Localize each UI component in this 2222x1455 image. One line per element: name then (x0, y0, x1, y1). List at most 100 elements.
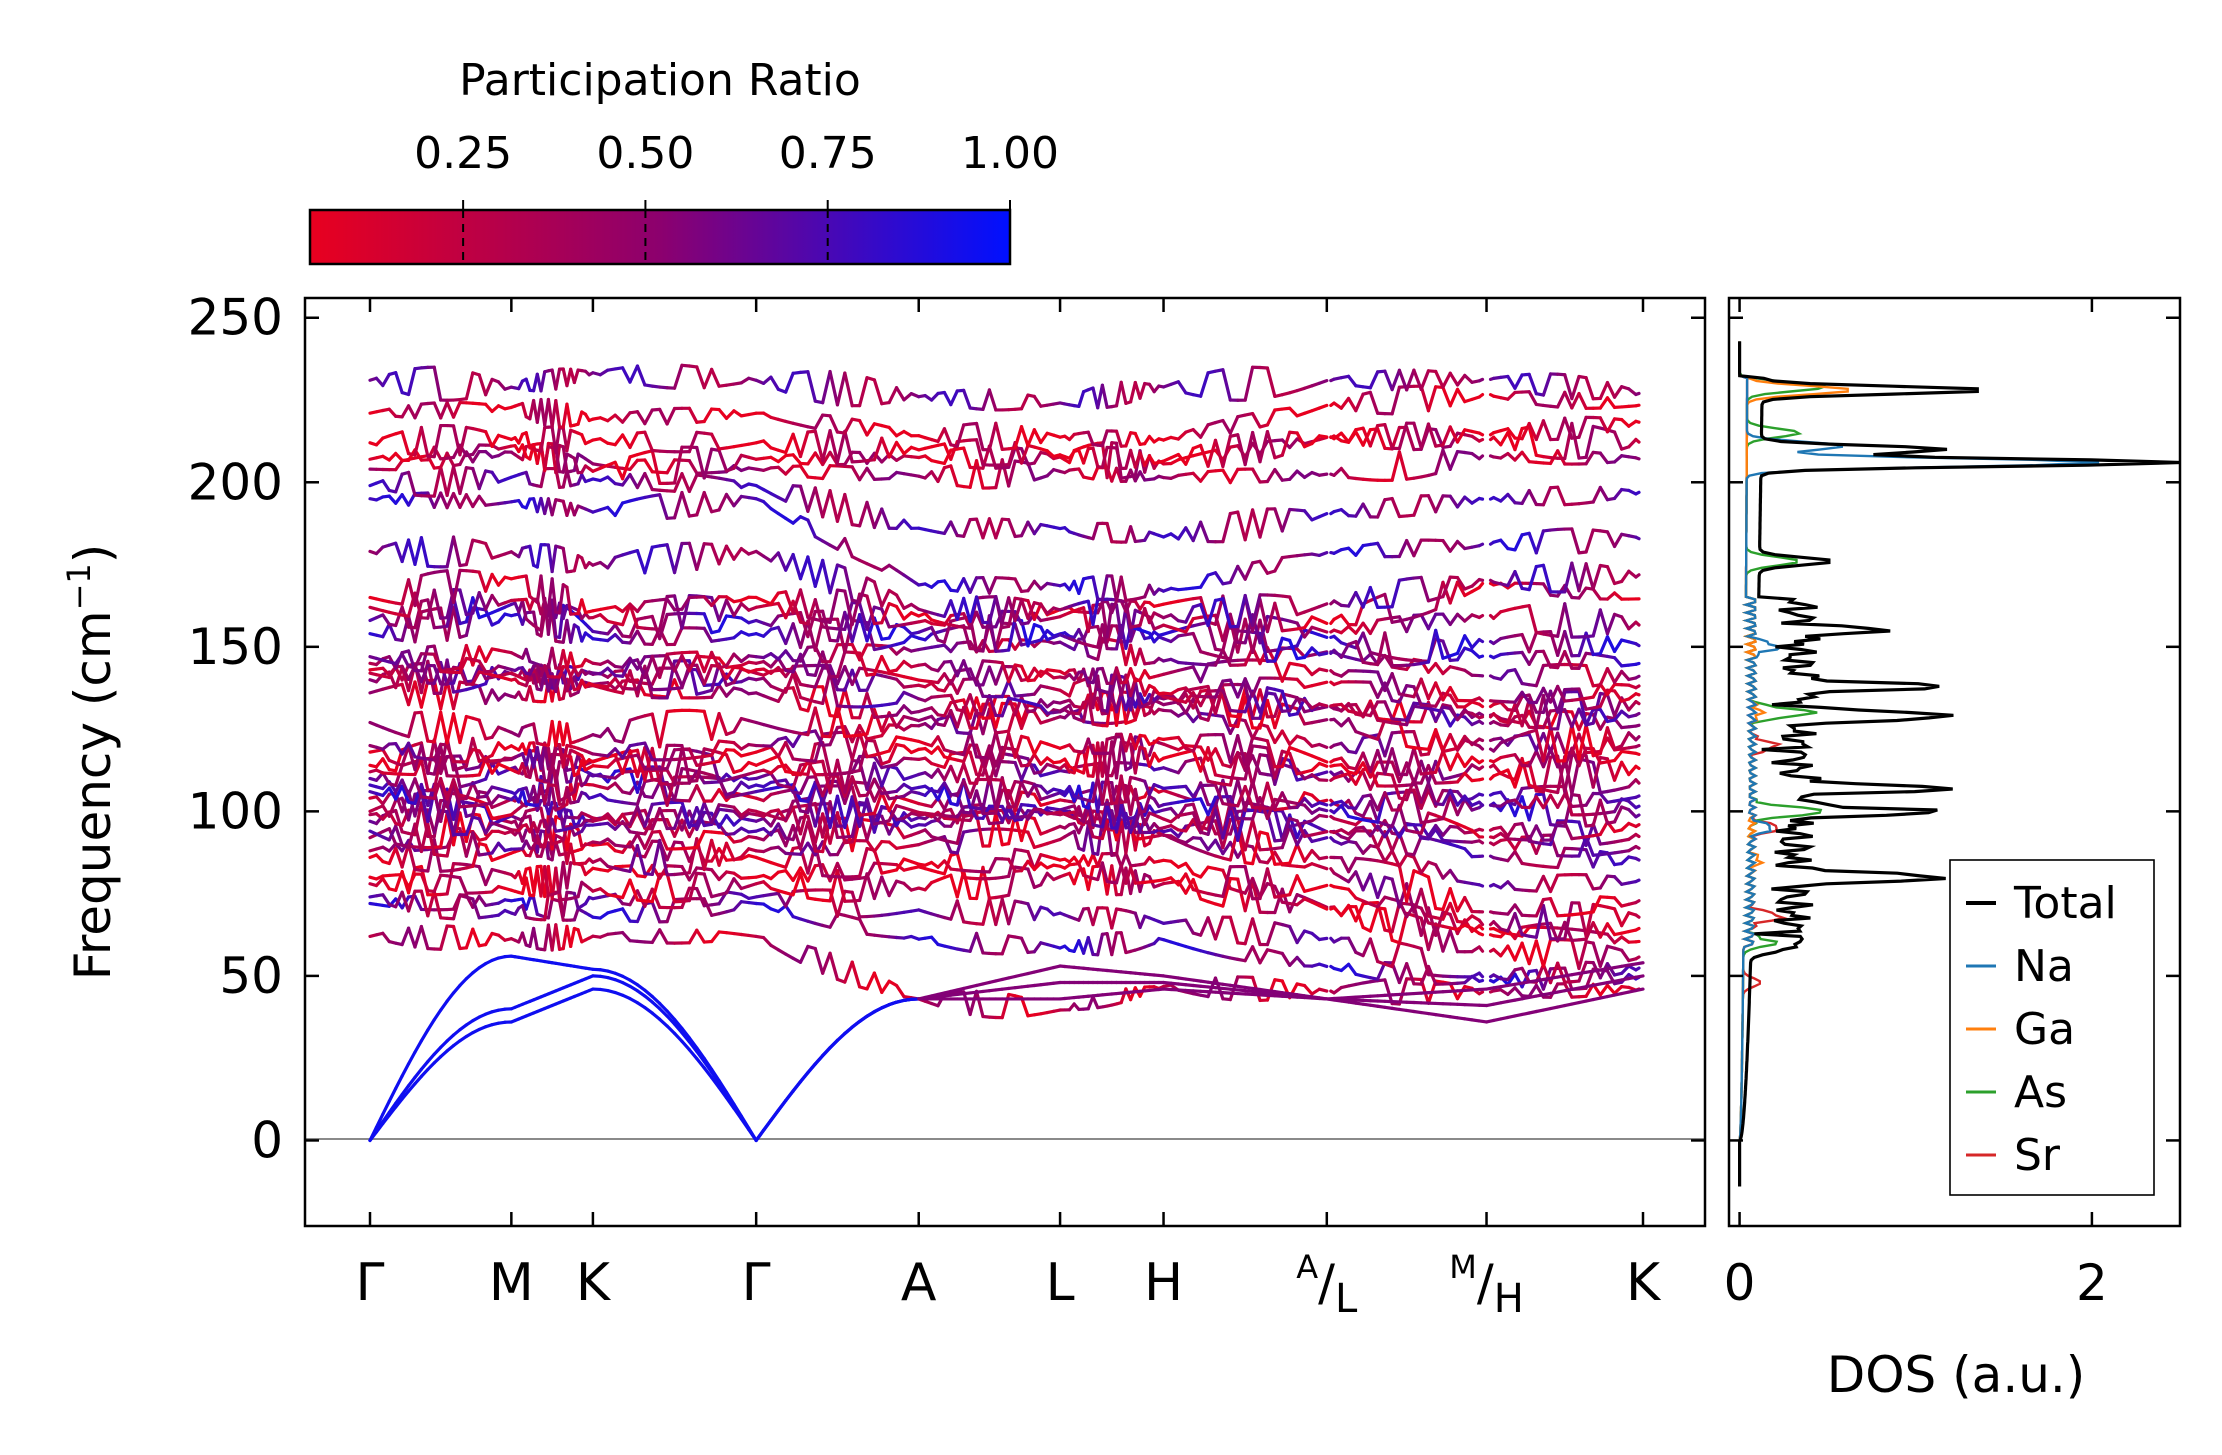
optical-band (1605, 693, 1617, 718)
optical-band (432, 710, 443, 744)
optical-band (650, 780, 662, 800)
optical-band (769, 765, 780, 775)
optical-band (710, 683, 721, 699)
optical-band (1310, 849, 1321, 861)
optical-band (887, 879, 899, 898)
optical-band (1317, 801, 1329, 807)
optical-band (1361, 825, 1372, 838)
optical-band (1295, 796, 1307, 810)
optical-band (1368, 793, 1380, 812)
optical-band (550, 786, 558, 812)
optical-band (1534, 874, 1546, 893)
optical-band (821, 759, 832, 795)
optical-band (821, 951, 832, 975)
optical-band (962, 698, 972, 720)
optical-band (471, 927, 481, 948)
optical-band (554, 783, 562, 806)
optical-band (776, 754, 788, 774)
optical-band (1032, 941, 1043, 954)
optical-band (1026, 736, 1036, 756)
optical-band (1405, 746, 1416, 777)
optical-band (791, 671, 803, 700)
optical-band (806, 841, 817, 857)
optical-band (650, 838, 662, 877)
optical-band (784, 671, 795, 694)
optical-band (695, 784, 706, 803)
optical-band (1199, 916, 1210, 937)
optical-band (1584, 754, 1595, 789)
optical-band (1513, 753, 1524, 767)
optical-band (1199, 745, 1210, 762)
optical-band (400, 744, 411, 767)
optical-band (471, 781, 481, 799)
optical-band (994, 664, 1004, 686)
optical-band (1236, 807, 1247, 842)
optical-band (477, 817, 488, 835)
optical-band (439, 745, 449, 778)
optical-band (1206, 746, 1218, 777)
optical-band (1332, 804, 1343, 815)
optical-band (1007, 780, 1017, 800)
optical-band (1368, 748, 1380, 774)
optical-band (458, 714, 468, 745)
optical-band (1368, 799, 1380, 824)
optical-band (880, 979, 891, 995)
optical-band (400, 664, 411, 681)
optical-band (413, 758, 424, 777)
optical-band (1258, 948, 1270, 965)
optical-band (1368, 771, 1380, 791)
optical-band (650, 806, 662, 830)
optical-band (1317, 904, 1329, 911)
optical-band (1455, 752, 1467, 769)
optical-band (419, 663, 430, 684)
optical-band (598, 726, 610, 739)
optical-band (665, 897, 677, 924)
optical-band (872, 755, 884, 770)
optical-band (1221, 688, 1232, 713)
optical-band (394, 784, 404, 801)
optical-band (850, 890, 862, 919)
optical-band (1612, 749, 1624, 763)
optical-band (902, 819, 913, 829)
optical-band (949, 764, 959, 784)
optical-band (546, 806, 554, 829)
optical-band (1419, 887, 1431, 918)
optical-band (680, 886, 691, 910)
optical-band (1527, 760, 1538, 793)
optical-band (1477, 945, 1485, 953)
optical-band (451, 893, 462, 921)
optical-band (974, 989, 985, 1019)
optical-band (1133, 733, 1142, 751)
optical-band (710, 739, 721, 757)
optical-band (955, 677, 966, 695)
optical-band (1221, 714, 1232, 735)
optical-band (1426, 728, 1438, 751)
optical-band (1534, 795, 1546, 810)
optical-band (813, 812, 825, 845)
optical-band (1513, 903, 1524, 917)
optical-band (1513, 763, 1524, 789)
optical-band (1591, 921, 1602, 939)
optical-band (942, 781, 953, 797)
optical-band (464, 643, 475, 667)
optical-band (724, 877, 736, 895)
optical-band (635, 780, 647, 806)
optical-band (1361, 751, 1372, 774)
optical-band (865, 672, 876, 692)
colorbar-tick-label: 0.75 (779, 128, 877, 179)
optical-band (1634, 966, 1641, 972)
optical-band (1577, 723, 1588, 761)
optical-band (828, 664, 840, 686)
optical-band (1000, 778, 1011, 800)
optical-band (1541, 792, 1553, 827)
optical-band (1477, 792, 1485, 797)
optical-band (406, 744, 417, 772)
optical-band (406, 711, 417, 739)
optical-band (419, 678, 430, 709)
optical-band (1124, 852, 1133, 868)
optical-band (821, 774, 832, 798)
optical-band (850, 668, 862, 693)
optical-band (1368, 680, 1380, 699)
optical-band (942, 708, 953, 727)
optical-band (1280, 887, 1292, 914)
